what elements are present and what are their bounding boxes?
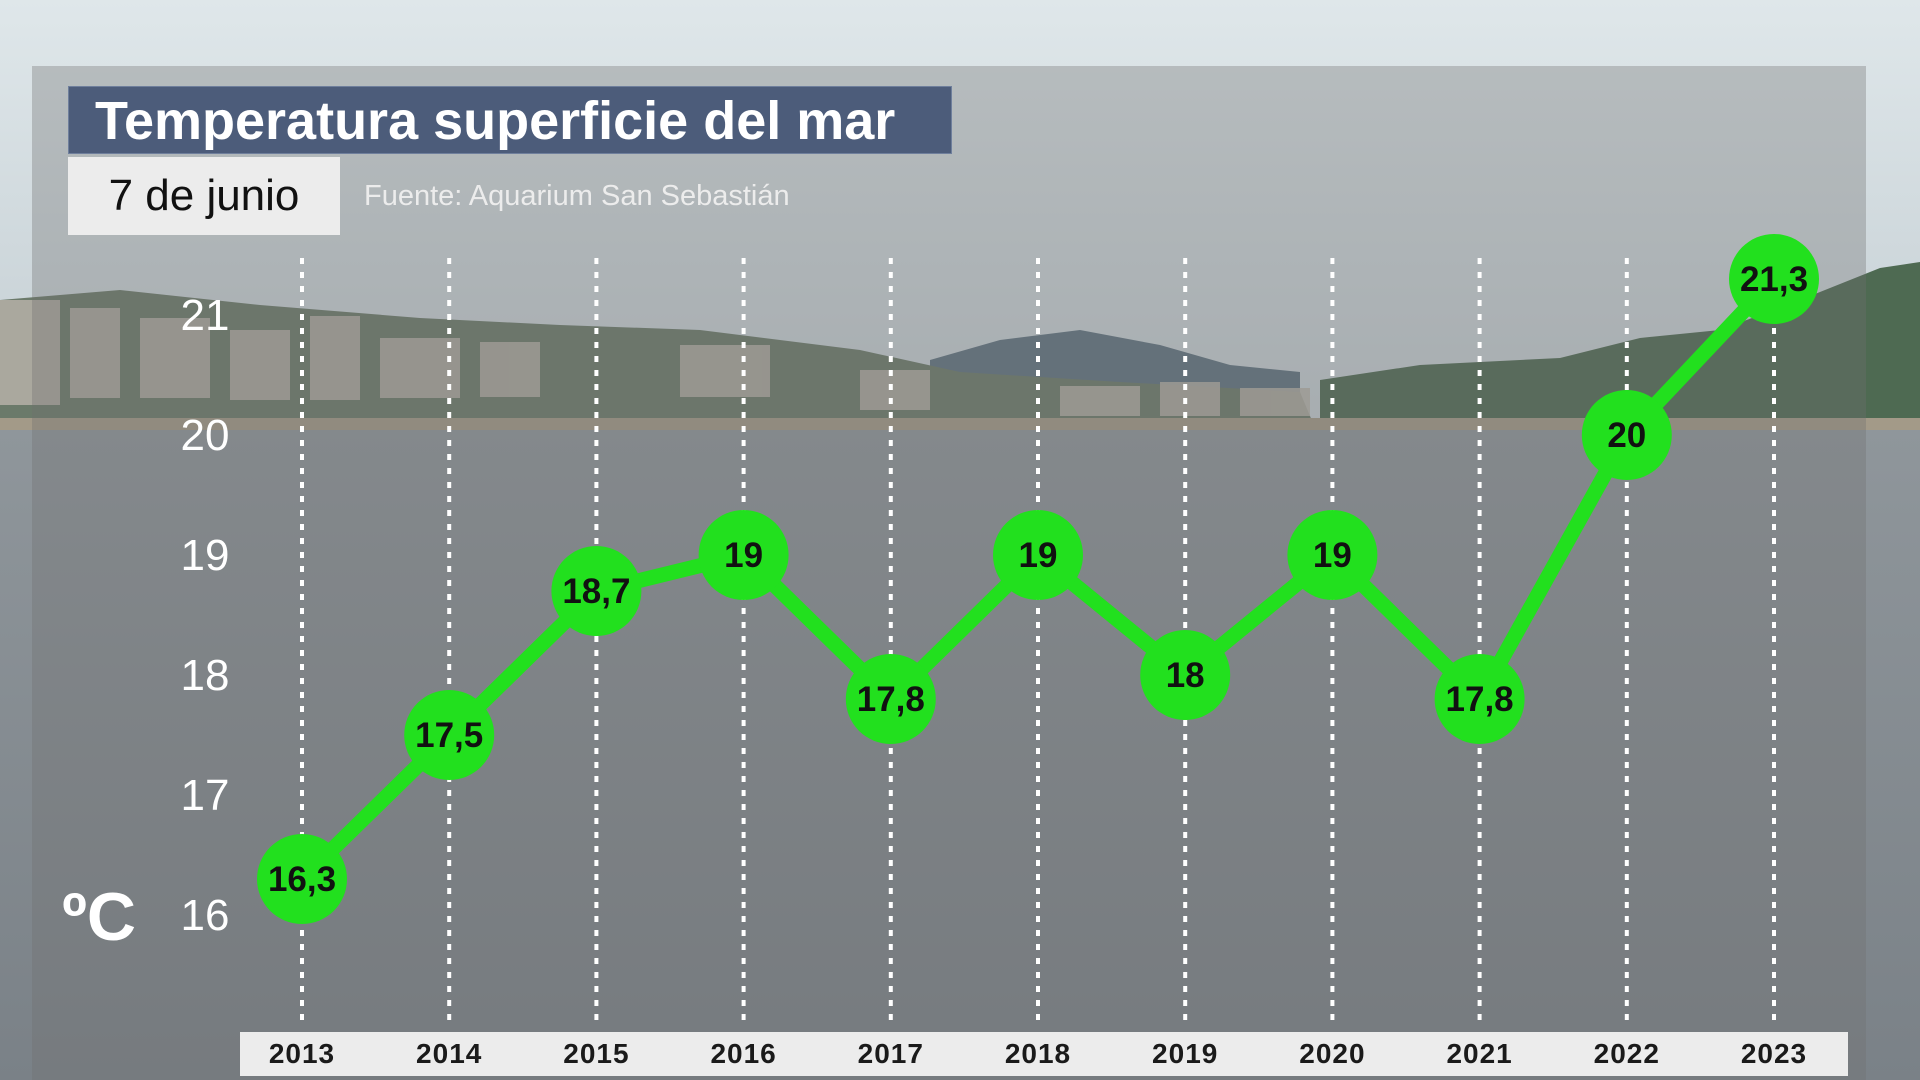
x-tick-2023: 2023 (1741, 1038, 1807, 1069)
y-tick-19: 19 (181, 531, 230, 580)
data-point-2018 (993, 510, 1083, 600)
y-tick-16: 16 (181, 891, 230, 940)
x-tick-2014: 2014 (416, 1038, 482, 1069)
data-point-2014 (404, 690, 495, 780)
data-point-2015 (551, 546, 642, 636)
data-point-2021 (1434, 654, 1525, 744)
x-axis-bar (240, 1032, 1848, 1076)
source-note: Fuente: Aquarium San Sebastián (364, 180, 790, 212)
y-tick-21: 21 (181, 291, 230, 340)
data-point-2023 (1729, 234, 1819, 324)
x-tick-2013: 2013 (269, 1038, 335, 1069)
x-tick-2016: 2016 (710, 1038, 776, 1069)
y-tick-18: 18 (181, 651, 230, 700)
data-label-2023: 21,3 (1740, 260, 1808, 299)
data-label-2015: 18,7 (562, 572, 630, 611)
date-badge: 7 de junio (68, 157, 340, 235)
y-axis-unit: ºC (62, 879, 136, 955)
data-point-2017 (845, 654, 936, 744)
y-tick-20: 20 (181, 411, 230, 460)
data-label-2018: 19 (1019, 536, 1058, 575)
title-banner: Temperatura superficie del mar (68, 86, 952, 154)
chart-title: Temperatura superficie del mar (95, 91, 896, 151)
x-tick-2019: 2019 (1152, 1038, 1218, 1069)
x-tick-2018: 2018 (1005, 1038, 1071, 1069)
data-point-2013 (257, 834, 347, 924)
data-label-2013: 16,3 (268, 860, 336, 899)
chart-subtitle: 7 de junio (108, 171, 300, 220)
data-label-2022: 20 (1607, 416, 1646, 455)
data-label-2014: 17,5 (415, 716, 483, 755)
x-tick-2021: 2021 (1446, 1038, 1512, 1069)
data-point-2019 (1140, 630, 1231, 720)
y-tick-17: 17 (181, 771, 230, 820)
data-label-2019: 18 (1166, 656, 1205, 695)
data-point-2020 (1287, 510, 1378, 600)
x-tick-2020: 2020 (1299, 1038, 1365, 1069)
data-label-2016: 19 (724, 536, 763, 575)
x-tick-2022: 2022 (1594, 1038, 1660, 1069)
data-label-2017: 17,8 (857, 680, 925, 719)
data-label-2020: 19 (1313, 536, 1352, 575)
chart-panel (32, 66, 1866, 1080)
x-tick-2017: 2017 (858, 1038, 924, 1069)
x-tick-2015: 2015 (563, 1038, 629, 1069)
data-label-2021: 17,8 (1446, 680, 1514, 719)
data-point-2016 (698, 510, 789, 600)
data-point-2022 (1581, 390, 1672, 480)
